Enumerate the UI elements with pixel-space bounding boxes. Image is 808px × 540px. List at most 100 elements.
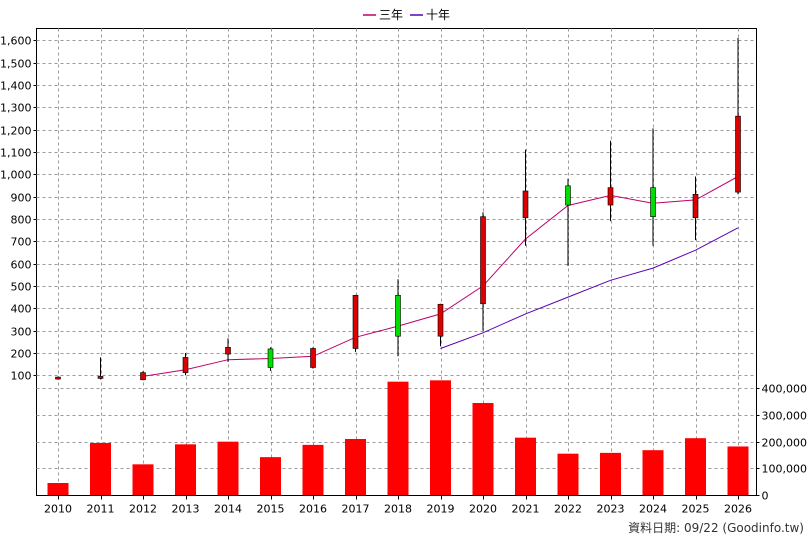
volume-bar bbox=[132, 464, 154, 495]
volume-bar bbox=[642, 450, 664, 495]
volume-bar bbox=[175, 444, 196, 495]
candlestick bbox=[267, 347, 274, 371]
volume-bar bbox=[47, 483, 69, 495]
volume-bar bbox=[472, 403, 494, 495]
candle-body bbox=[310, 348, 316, 368]
candle-body bbox=[97, 376, 104, 379]
candle-body bbox=[565, 185, 571, 206]
x-tick-label: 2019 bbox=[427, 503, 455, 516]
candlestick bbox=[55, 376, 61, 380]
volume-tick-label: 100,000 bbox=[762, 463, 808, 476]
candle-body bbox=[395, 295, 401, 337]
candle-body bbox=[522, 190, 529, 219]
candlestick bbox=[650, 128, 656, 246]
candlestick bbox=[352, 294, 359, 352]
candle-body bbox=[55, 376, 61, 380]
candlestick bbox=[182, 352, 189, 376]
candlestick bbox=[607, 140, 614, 222]
price-tick-label: 1,100 bbox=[0, 147, 32, 160]
price-tick-label: 100 bbox=[11, 370, 32, 383]
price-tick-label: 700 bbox=[11, 236, 32, 249]
volume-bar bbox=[430, 380, 451, 495]
legend-label-10yr: 十年 bbox=[426, 8, 450, 22]
volume-bar bbox=[345, 439, 366, 495]
candlestick bbox=[310, 347, 316, 369]
price-tick-label: 1,400 bbox=[0, 80, 32, 93]
x-tick-label: 2012 bbox=[129, 503, 157, 516]
price-tick-label: 600 bbox=[11, 259, 32, 272]
volume-bar bbox=[302, 444, 324, 495]
volume-bar bbox=[260, 457, 281, 495]
price-tick-label: 900 bbox=[11, 192, 32, 205]
x-tick-label: 2025 bbox=[682, 503, 710, 516]
x-tick-label: 2024 bbox=[639, 503, 667, 516]
candlestick bbox=[437, 303, 444, 347]
candle-body bbox=[607, 187, 614, 206]
source-note: 資料日期: 09/22 (Goodinfo.tw) bbox=[628, 521, 804, 535]
candle-body bbox=[225, 347, 231, 355]
price-tick-label: 300 bbox=[11, 326, 32, 339]
candlestick bbox=[140, 371, 146, 381]
ma-line-3yr bbox=[142, 176, 739, 377]
plot-frame bbox=[36, 28, 757, 496]
price-tick-label: 200 bbox=[11, 348, 32, 361]
x-tick-label: 2014 bbox=[214, 503, 242, 516]
volume-bar bbox=[727, 446, 749, 495]
legend: 三年 十年 bbox=[363, 8, 450, 22]
candle-body bbox=[267, 348, 274, 368]
price-tick-label: 1,200 bbox=[0, 125, 32, 138]
candle-body bbox=[140, 372, 146, 381]
legend-label-3yr: 三年 bbox=[379, 8, 403, 22]
candlestick bbox=[692, 176, 699, 241]
candle-body bbox=[480, 216, 486, 305]
candle-body bbox=[437, 303, 444, 337]
candle-body bbox=[692, 194, 699, 219]
moving-average-lines bbox=[142, 176, 739, 377]
candle-body bbox=[650, 187, 656, 217]
volume-tick-label: 200,000 bbox=[762, 437, 808, 450]
ma-line-10yr bbox=[440, 227, 739, 349]
candlestick bbox=[565, 178, 571, 266]
candlestick bbox=[395, 279, 401, 357]
x-tick-label: 2016 bbox=[299, 503, 327, 516]
volume-tick-label: 400,000 bbox=[762, 383, 808, 396]
price-tick-label: 400 bbox=[11, 303, 32, 316]
candlestick bbox=[225, 338, 231, 362]
x-tick-label: 2013 bbox=[172, 503, 200, 516]
volume-bar bbox=[387, 381, 409, 495]
x-tick-label: 2020 bbox=[469, 503, 497, 516]
price-axis: 100 200 300 400 500 600 700 800 900 1,000 1,100 1,2… bbox=[0, 35, 37, 383]
volume-bar bbox=[217, 441, 239, 495]
volume-axis: 0 100,000 200,000 300,000 400,000 bbox=[756, 383, 808, 503]
x-tick-label: 2022 bbox=[554, 503, 582, 516]
volume-bar bbox=[600, 452, 621, 495]
x-tick-label: 2026 bbox=[724, 503, 752, 516]
volume-bar bbox=[557, 453, 579, 495]
volume-tick-label: 0 bbox=[762, 490, 769, 503]
x-tick-label: 2017 bbox=[342, 503, 370, 516]
candlestick bbox=[735, 37, 741, 195]
x-tick-label: 2011 bbox=[87, 503, 115, 516]
volume-bar bbox=[90, 443, 111, 495]
volume-bars bbox=[47, 380, 749, 495]
x-tick-label: 2018 bbox=[384, 503, 412, 516]
candle-body bbox=[182, 357, 189, 373]
price-tick-label: 1,500 bbox=[0, 58, 32, 71]
x-tick-label: 2010 bbox=[44, 503, 72, 516]
candle-body bbox=[735, 115, 741, 193]
volume-bar bbox=[685, 438, 706, 495]
x-axis: 2010 2011 2012 2013 2014 2015 2016 2017 2018 2019… bbox=[44, 495, 752, 516]
price-tick-label: 800 bbox=[11, 214, 32, 227]
candlestick bbox=[480, 212, 486, 331]
x-tick-label: 2023 bbox=[597, 503, 625, 516]
x-tick-label: 2015 bbox=[257, 503, 285, 516]
candlesticks bbox=[55, 37, 741, 381]
x-tick-label: 2021 bbox=[512, 503, 540, 516]
candle-body bbox=[352, 295, 359, 349]
volume-bar bbox=[515, 437, 536, 495]
price-tick-label: 1,600 bbox=[0, 35, 32, 48]
price-tick-label: 500 bbox=[11, 281, 32, 294]
price-tick-label: 1,300 bbox=[0, 102, 32, 115]
price-tick-label: 1,000 bbox=[0, 169, 32, 182]
